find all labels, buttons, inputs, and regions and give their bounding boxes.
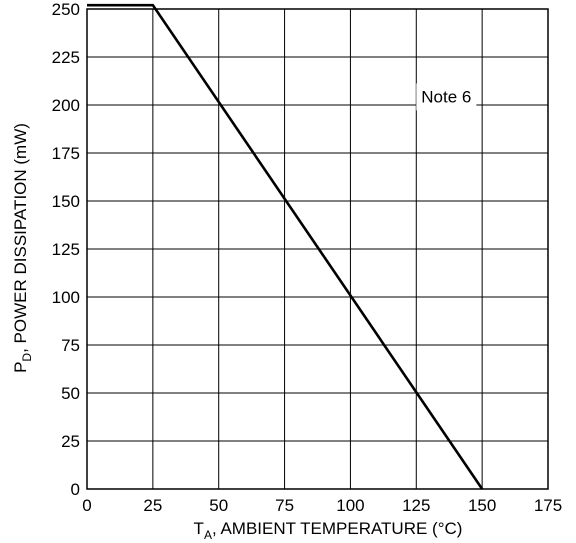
x-axis-title-rest: , AMBIENT TEMPERATURE (°C) <box>212 519 463 538</box>
note-label: Note 6 <box>421 87 471 106</box>
y-axis-title-main: P <box>11 362 30 373</box>
x-tick-label: 50 <box>209 496 228 515</box>
x-tick-label: 75 <box>275 496 294 515</box>
x-tick-label: 175 <box>534 496 562 515</box>
x-axis-title-main: T <box>194 519 204 538</box>
y-tick-label: 25 <box>61 432 80 451</box>
y-tick-label: 125 <box>52 240 80 259</box>
note-box <box>416 83 477 111</box>
y-axis-title-sub: D <box>20 353 34 362</box>
x-axis-title-sub: A <box>204 528 212 542</box>
x-axis-title: TA, AMBIENT TEMPERATURE (°C) <box>194 519 463 542</box>
y-tick-label: 100 <box>52 288 80 307</box>
y-axis-title: PD, POWER DISSIPATION (mW) <box>11 123 34 373</box>
x-tick-labels: 0 25 50 75 100 125 150 175 <box>82 496 562 515</box>
y-tick-label: 250 <box>52 0 80 19</box>
x-tick-label: 100 <box>336 496 364 515</box>
y-tick-label: 225 <box>52 48 80 67</box>
y-tick-label: 0 <box>71 480 80 499</box>
derating-line <box>87 3 484 490</box>
y-tick-label: 150 <box>52 192 80 211</box>
note-annotation: Note 6 <box>416 83 477 111</box>
y-axis-title-rest: , POWER DISSIPATION (mW) <box>11 123 30 353</box>
y-tick-label: 75 <box>61 336 80 355</box>
plot-frame <box>86 8 549 490</box>
y-tick-label: 200 <box>52 96 80 115</box>
y-tick-label: 50 <box>61 384 80 403</box>
x-tick-label: 25 <box>143 496 162 515</box>
y-tick-labels: 0 25 50 75 100 125 150 175 200 225 250 <box>52 0 80 499</box>
x-tick-label: 125 <box>402 496 430 515</box>
x-tick-label: 0 <box>82 496 91 515</box>
x-tick-label: 150 <box>468 496 496 515</box>
y-tick-label: 175 <box>52 144 80 163</box>
